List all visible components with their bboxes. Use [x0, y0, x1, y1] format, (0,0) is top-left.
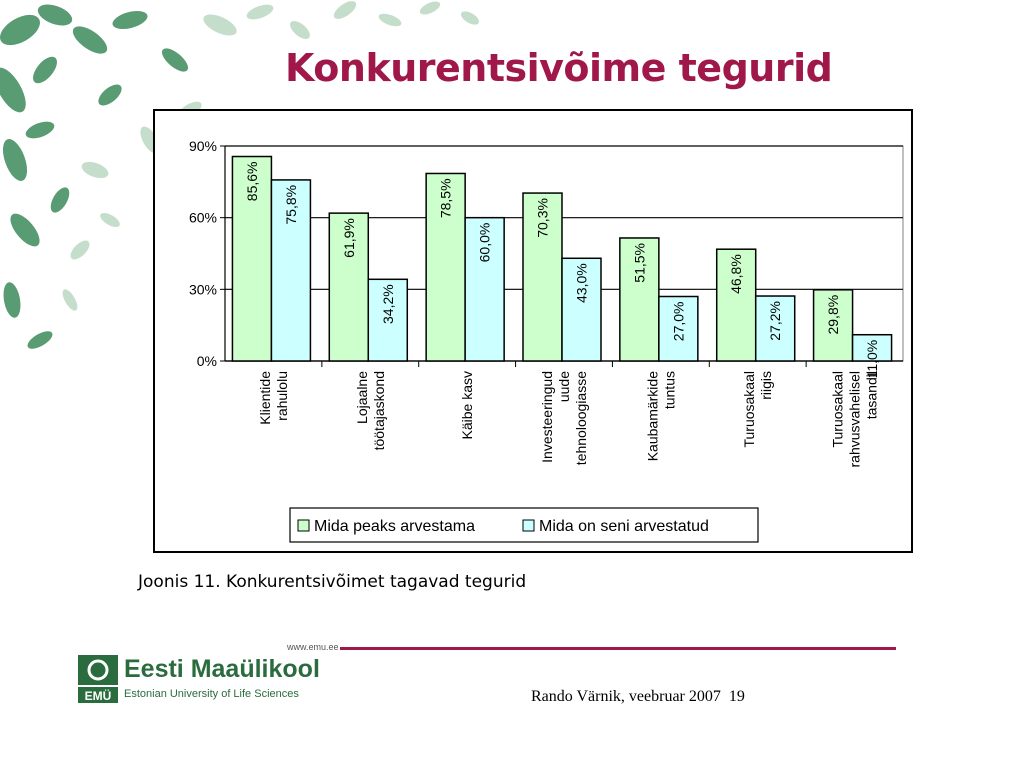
footer-url: www.emu.ee [287, 642, 339, 652]
data-label: 43,0% [574, 263, 590, 303]
bar [561, 257, 602, 362]
bar [812, 289, 854, 362]
x-tick-label: tasandil [864, 371, 880, 419]
footer-author-text: Rando Värnik, veebruar 2007 [531, 688, 721, 705]
x-tick-label: uude [556, 371, 572, 402]
x-tick-label: rahulolu [274, 371, 290, 421]
x-tick-label: tehnoloogiasse [573, 371, 589, 465]
bar [367, 278, 409, 362]
footer-divider [340, 647, 896, 650]
bar [851, 333, 893, 362]
x-tick-label: Lojaalne [354, 371, 370, 424]
data-label: 11,0% [864, 340, 880, 379]
bar [658, 295, 699, 362]
svg-text:EMÜ: EMÜ [85, 688, 112, 703]
bar [231, 155, 273, 362]
data-label: 27,2% [767, 301, 783, 341]
data-label: 60,0% [477, 223, 493, 263]
bar [328, 212, 370, 362]
data-label: 34,2% [380, 284, 396, 324]
figure-caption: Joonis 11. Konkurentsivõimet tagavad teg… [138, 572, 527, 592]
y-tick-label: 60% [189, 210, 217, 226]
bar [464, 216, 505, 362]
x-tick-label: Turuosakaal [741, 371, 757, 448]
data-label: 46,8% [728, 254, 744, 294]
legend-swatch [297, 519, 310, 532]
y-tick-label: 90% [189, 138, 217, 154]
x-tick-label: Käibe kasv [459, 371, 475, 439]
data-label: 75,8% [283, 185, 299, 225]
data-label: 61,9% [341, 218, 357, 258]
data-label: 78,5% [438, 178, 454, 218]
x-tick-label: töötajaskond [371, 371, 387, 450]
x-tick-label: rahvusvahelisel [847, 371, 863, 468]
y-tick-label: 30% [189, 281, 217, 297]
university-logo-icon: EMÜ [78, 655, 118, 703]
data-label: 29,8% [825, 295, 841, 335]
university-subtitle: Estonian University of Life Sciences [124, 688, 299, 700]
data-label: 70,3% [535, 198, 551, 238]
chart-frame: 0% 30% 60% 90% 85,6% 75,8% Klientide rahulolu 61… [153, 109, 913, 553]
footer-author: Rando Värnik, veebruar 2007 19 [531, 688, 745, 706]
slide-title: Konkurentsivõime tegurid [285, 46, 833, 90]
x-tick-label: riigis [758, 371, 774, 400]
legend-swatch [522, 519, 535, 532]
data-label: 85,6% [244, 162, 260, 202]
x-tick-label: Investeeringud [539, 371, 555, 463]
bar-chart: 0% 30% 60% 90% 85,6% 75,8% Klientide rahulolu 61… [189, 138, 904, 543]
university-name: Eesti Maaülikool [124, 655, 320, 683]
leaf-decoration [0, 1, 480, 349]
bar [270, 179, 312, 362]
bar [754, 295, 796, 362]
data-label: 27,0% [670, 302, 686, 342]
page-number: 19 [728, 688, 745, 705]
x-tick-label: Klientide [257, 371, 273, 425]
x-tick-label: tuntus [661, 371, 677, 409]
data-label: 51,5% [631, 243, 647, 283]
legend-label: Mida peaks arvestama [314, 518, 475, 535]
university-logo: EMÜ Eesti Maaülikool Estonian University… [78, 655, 328, 705]
y-tick-label: 0% [197, 353, 217, 369]
bar [715, 248, 757, 362]
x-tick-label: Kaubamärkide [644, 371, 660, 461]
legend-label: Mida on seni arvestatud [539, 518, 709, 535]
x-tick-label: Turuosakaal [830, 371, 846, 448]
